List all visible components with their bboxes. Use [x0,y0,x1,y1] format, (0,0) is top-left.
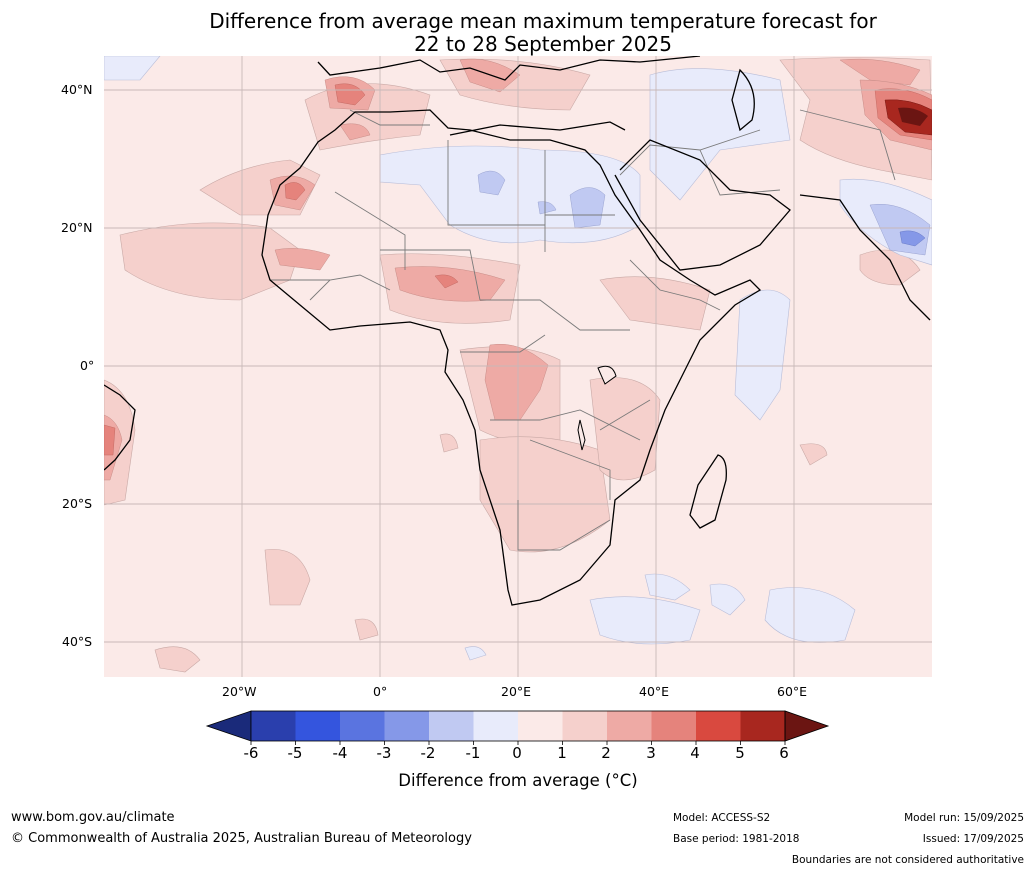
website-link[interactable]: www.bom.gov.au/climate [11,810,175,825]
coastline-mediterranean [449,121,626,136]
colorbar-tick: 5 [735,744,745,762]
colorbar-tick: 0 [512,744,522,762]
coastline-south-america [104,384,136,471]
lon-label-0: 0° [373,684,388,699]
lat-label-20s: 20°S [62,496,93,511]
coastline-caspian [731,68,755,132]
colorbar-tick: -2 [420,744,436,762]
coastline-arabia [614,139,791,271]
lon-label-20w: 20°W [222,684,257,699]
anomaly-above-6 [898,107,928,126]
lat-label-0: 0° [80,358,95,373]
colorbar-segment [696,711,741,741]
colorbar-segment [295,711,340,741]
colorbar-segment [473,711,518,741]
title-line-1: Difference from average mean maximum tem… [209,9,877,33]
colorbar-segment [562,711,607,741]
colorbar-segment [518,711,563,741]
colorbar-segment [740,711,785,741]
colorbar-segment [651,711,696,741]
colorbar-tick: 1 [557,744,567,762]
map-title: Difference from average mean maximum tem… [100,10,986,56]
colorbar-segment [607,711,652,741]
lon-label-40e: 40°E [639,684,670,699]
base-period: Base period: 1981-2018 [673,833,800,845]
lon-label-20e: 20°E [501,684,532,699]
title-line-2: 22 to 28 September 2025 [414,32,672,56]
coastline-europe [317,56,701,81]
country-borders [270,109,896,551]
colorbar-extend-high [784,710,830,742]
issued-date: Issued: 17/09/2025 [922,833,1024,845]
colorbar-tick: -5 [287,744,303,762]
colorbar-tick: 3 [646,744,656,762]
model-name: Model: ACCESS-S2 [673,812,771,824]
coastlines [104,56,931,606]
model-run-date: Model run: 15/09/2025 [904,812,1024,824]
colorbar-tick: -3 [376,744,392,762]
colorbar-segment [251,711,296,741]
colorbar-tick: -6 [243,744,259,762]
colorbar [205,710,830,745]
lon-label-60e: 60°E [777,684,808,699]
lat-label-40n: 40°N [61,82,93,97]
coastline-madagascar [689,454,727,529]
colorbar-tick: -4 [332,744,348,762]
coastline-asia [799,194,931,321]
colorbar-title: Difference from average (°C) [398,771,638,790]
copyright-text: © Commonwealth of Australia 2025, Austra… [11,831,472,846]
colorbar-segment [384,711,429,741]
lakes [577,365,617,451]
colorbar-tick: 4 [690,744,700,762]
colorbar-tick: 2 [601,744,611,762]
lat-label-20n: 20°N [61,220,93,235]
colorbar-tick: 6 [779,744,789,762]
colorbar-segment [340,711,385,741]
colorbar-segment [429,711,474,741]
boundary-disclaimer: Boundaries are not considered authoritat… [791,854,1024,866]
lat-label-40s: 40°S [62,634,93,649]
colorbar-tick: -1 [465,744,481,762]
anomaly-minus-2-to-minus-3 [899,230,926,247]
colorbar-extend-low [205,710,252,742]
coastline-africa [261,109,762,606]
